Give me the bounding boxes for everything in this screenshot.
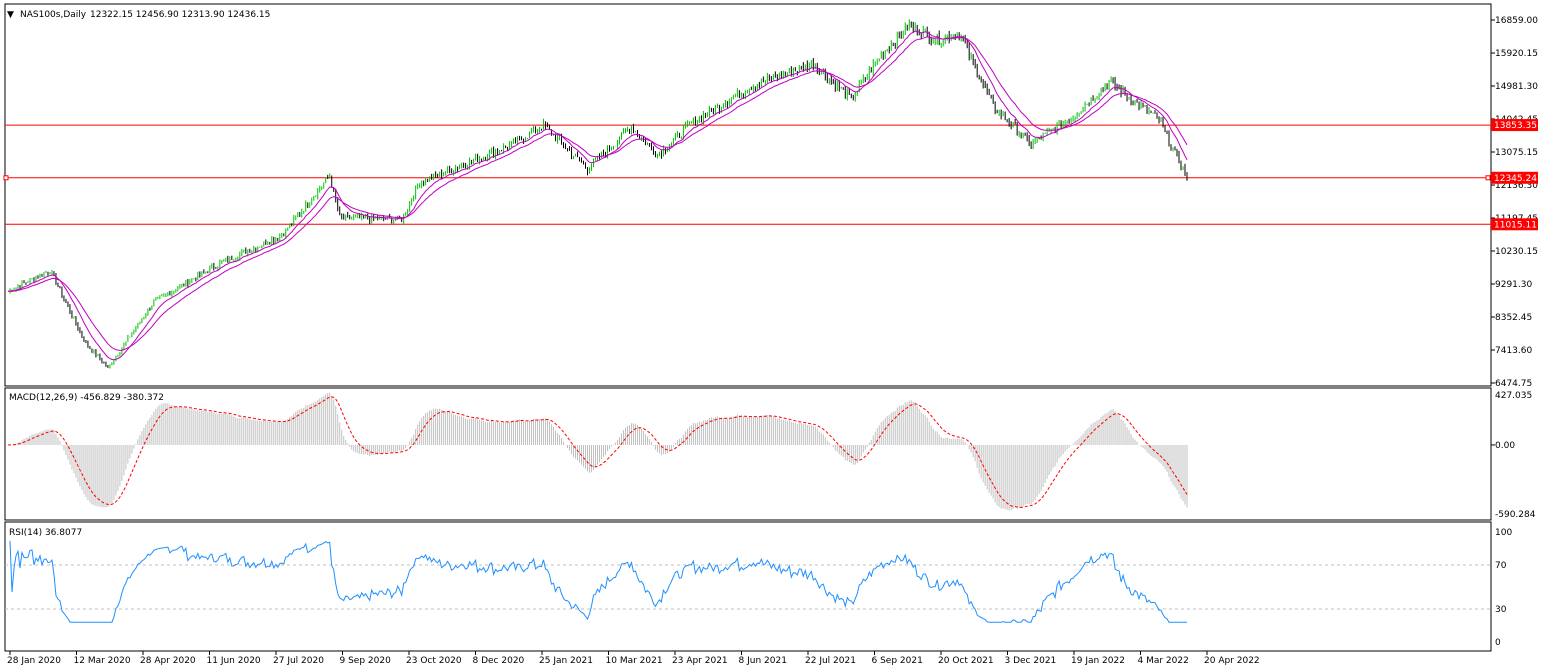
date-axis-label: 28 Jan 2020 [7, 656, 61, 666]
line-anchor-left[interactable] [3, 175, 9, 181]
macd-label: MACD(12,26,9) -456.829 -380.372 [9, 393, 164, 403]
date-axis-label: 12 Mar 2020 [74, 656, 131, 666]
date-axis-label: 3 Dec 2021 [1005, 656, 1057, 666]
rsi-axis-label: 70 [1495, 561, 1507, 571]
price-axis-label: 8352.45 [1495, 313, 1532, 323]
date-axis-label: 23 Apr 2021 [672, 656, 728, 666]
date-axis: 28 Jan 2020 12 Mar 2020 28 Apr 2020 11 Jun … [7, 651, 1260, 666]
rsi-panel-frame [4, 521, 1492, 652]
macd-signal-line [7, 396, 1188, 508]
macd-axis-label: 0.00 [1495, 441, 1515, 451]
level-price-tag [1491, 171, 1538, 184]
date-axis-label: 20 Apr 2022 [1204, 656, 1260, 666]
ohlc-readout: 12322.15 12456.90 12313.90 12436.15 [90, 10, 270, 20]
date-axis-label: 10 Mar 2021 [606, 656, 663, 666]
date-axis-label: 23 Oct 2020 [406, 656, 462, 666]
level-price-tag-label: 13853.35 [1494, 121, 1537, 131]
price-axis-label: 16859.00 [1495, 16, 1538, 26]
macd-axis-label: -590.284 [1495, 510, 1536, 520]
macd-panel-frame [4, 387, 1492, 521]
price-axis-label: 14981.30 [1495, 82, 1538, 92]
collapse-arrow-icon[interactable]: ▼ [7, 10, 14, 20]
level-price-tag-label: 11015.11 [1494, 220, 1537, 230]
price-axis-label: 10230.15 [1495, 247, 1538, 257]
date-axis-label: 6 Sep 2021 [872, 656, 923, 666]
price-axis-label: 13075.15 [1495, 148, 1538, 158]
moving-average-line [7, 30, 1188, 361]
price-axis-label: 6474.75 [1495, 379, 1532, 389]
rsi-panel [4, 521, 1492, 652]
rsi-axis-label: 0 [1495, 638, 1501, 648]
date-axis-label: 25 Jan 2021 [539, 656, 593, 666]
macd-axis-label: 427.035 [1495, 391, 1532, 401]
chart-title: NAS100s,Daily [20, 10, 87, 20]
date-axis-label: 20 Oct 2021 [938, 656, 994, 666]
rsi-line [9, 540, 1187, 623]
level-price-tag [1491, 218, 1538, 231]
date-axis-label: 11 Jun 2020 [207, 656, 261, 666]
price-axis-label: 15920.15 [1495, 49, 1538, 59]
price-axis-label: 9291.30 [1495, 280, 1532, 290]
price-axis-label: 12136.30 [1495, 181, 1538, 191]
date-axis-label: 4 Mar 2022 [1138, 656, 1189, 666]
date-axis-label: 9 Sep 2020 [340, 656, 392, 666]
date-axis-label: 27 Jul 2020 [273, 656, 324, 666]
level-price-tag-label: 12345.24 [1494, 174, 1537, 184]
line-anchor-right[interactable] [1485, 175, 1491, 181]
date-axis-label: 28 Apr 2020 [140, 656, 196, 666]
date-axis-label: 22 Jul 2021 [805, 656, 856, 666]
date-axis-label: 8 Dec 2020 [473, 656, 525, 666]
date-axis-label: 19 Jan 2022 [1071, 656, 1125, 666]
price-axis: 16859.0015920.1514981.3014042.4513075.15… [1491, 16, 1538, 648]
macd-panel [4, 387, 1492, 521]
date-axis-label: 8 Jun 2021 [739, 656, 787, 666]
level-price-tag [1491, 119, 1538, 132]
price-panel [3, 3, 1492, 387]
price-axis-label: 7413.60 [1495, 346, 1532, 356]
moving-average-line [7, 36, 1188, 351]
rsi-axis-label: 100 [1495, 528, 1512, 538]
rsi-axis-label: 30 [1495, 605, 1507, 615]
rsi-label: RSI(14) 36.8077 [9, 528, 82, 538]
price-panel-frame [4, 3, 1492, 387]
